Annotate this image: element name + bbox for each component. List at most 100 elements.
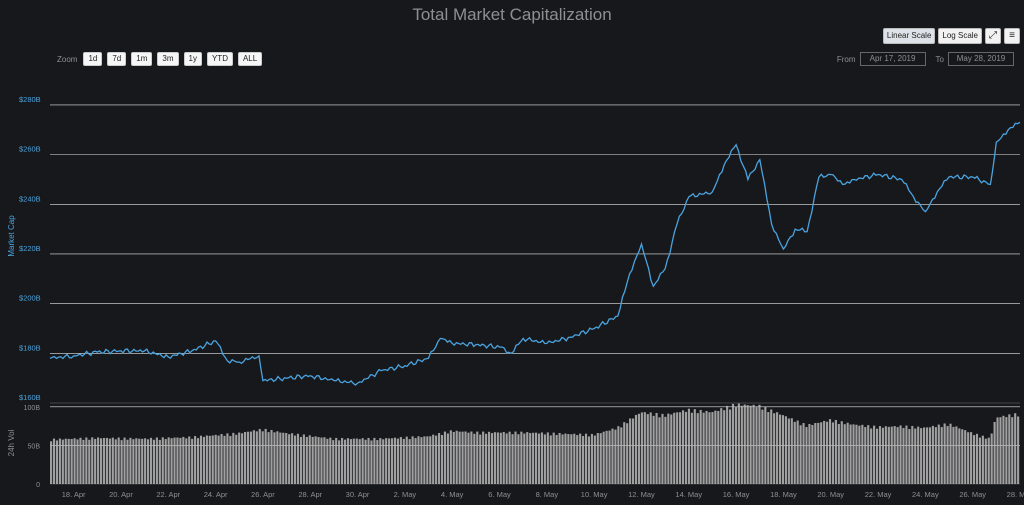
- volume-bar: [302, 434, 305, 484]
- volume-bar: [396, 438, 399, 484]
- volume-bar: [238, 432, 241, 484]
- zoom-3m-button[interactable]: 3m: [157, 52, 179, 66]
- volume-bar: [479, 434, 482, 484]
- volume-bar: [723, 410, 726, 484]
- zoom-1d-button[interactable]: 1d: [83, 52, 103, 66]
- volume-bar: [623, 422, 626, 484]
- volume-bar: [432, 434, 435, 484]
- volume-bar: [564, 433, 567, 484]
- volume-bar: [1008, 414, 1011, 484]
- volume-bar: [681, 410, 685, 484]
- volume-bar: [232, 432, 235, 484]
- volume-bar: [332, 440, 335, 484]
- volume-bar: [679, 412, 682, 484]
- volume-bar: [97, 437, 100, 484]
- volume-bar: [740, 405, 743, 484]
- menu-icon[interactable]: ≡: [1004, 28, 1020, 44]
- volume-bar: [70, 438, 73, 484]
- volume-bar: [667, 413, 670, 484]
- to-date-input[interactable]: May 28, 2019: [948, 52, 1014, 66]
- y-tick-label: $200B: [19, 294, 41, 303]
- volume-bar: [144, 438, 147, 484]
- volume-bar: [776, 412, 779, 484]
- volume-bar: [64, 438, 67, 484]
- volume-bar: [831, 422, 835, 484]
- volume-bar: [76, 439, 79, 484]
- volume-bar: [393, 437, 397, 484]
- volume-bar: [614, 429, 617, 484]
- volume-bar: [790, 418, 793, 484]
- volume-bar: [864, 427, 867, 484]
- x-tick-label: 28. Apr: [298, 490, 322, 499]
- volume-bar: [743, 404, 746, 484]
- volume-bar: [102, 437, 106, 484]
- from-date-input[interactable]: Apr 17, 2019: [859, 52, 926, 66]
- volume-bar: [967, 432, 970, 484]
- volume-bar: [640, 412, 643, 484]
- volume-bar: [605, 430, 608, 484]
- volume-bar: [364, 439, 367, 484]
- volume-bar: [717, 411, 720, 484]
- volume-bar: [590, 433, 593, 484]
- linear-scale-button[interactable]: Linear Scale: [882, 28, 936, 44]
- volume-bar: [108, 438, 111, 484]
- volume-bar: [382, 439, 385, 484]
- x-tick-label: 26. Apr: [251, 490, 275, 499]
- volume-bar: [449, 430, 452, 484]
- volume-bar: [176, 437, 179, 484]
- zoom-ytd-button[interactable]: YTD: [206, 52, 233, 66]
- volume-bar: [152, 439, 156, 484]
- volume-bar: [314, 436, 317, 484]
- volume-bar: [79, 437, 82, 484]
- volume-bar: [296, 433, 300, 484]
- x-tick-label: 14. May: [675, 490, 702, 499]
- volume-bar: [264, 428, 267, 484]
- volume-bar: [720, 408, 723, 484]
- volume-bar: [684, 411, 688, 484]
- volume-bar: [385, 438, 388, 484]
- volume-bar: [726, 405, 729, 484]
- volume-bar: [338, 440, 341, 484]
- volume-bar: [399, 437, 402, 484]
- volume-bar: [617, 426, 620, 484]
- volume-bar: [673, 412, 676, 484]
- volume-bar: [826, 421, 829, 484]
- volume-y-tick-labels: 0 50B 100B: [24, 405, 41, 489]
- volume-bar: [291, 433, 294, 484]
- x-tick-label: 2. May: [394, 490, 417, 499]
- volume-bar: [185, 438, 188, 484]
- volume-bar: [514, 431, 517, 484]
- volume-bar: [952, 426, 955, 484]
- volume-bar: [173, 437, 176, 484]
- zoom-all-button[interactable]: ALL: [237, 52, 263, 66]
- zoom-1y-button[interactable]: 1y: [183, 52, 202, 66]
- volume-bar: [496, 432, 499, 484]
- volume-bar: [50, 441, 53, 484]
- volume-bar: [802, 423, 805, 484]
- volume-bar: [555, 434, 558, 484]
- volume-bar: [890, 426, 893, 484]
- zoom-1m-button[interactable]: 1m: [131, 52, 153, 66]
- volume-bar: [502, 431, 505, 484]
- zoom-7d-button[interactable]: 7d: [107, 52, 127, 66]
- volume-bar: [770, 409, 773, 484]
- volume-bar: [540, 432, 544, 484]
- volume-bar: [194, 436, 197, 484]
- volume-bar: [446, 433, 449, 484]
- volume-bar: [258, 428, 261, 484]
- volume-bar: [414, 438, 417, 484]
- volume-bar: [529, 433, 532, 484]
- volume-bar: [288, 434, 291, 484]
- volume-bar: [352, 438, 355, 484]
- log-scale-button[interactable]: Log Scale: [938, 28, 982, 44]
- volume-bar: [373, 437, 376, 484]
- vol-tick-label: 100B: [24, 405, 41, 412]
- volume-bar: [861, 424, 864, 484]
- volume-bar: [781, 415, 785, 484]
- volume-bar: [596, 433, 599, 484]
- y-tick-label: $260B: [19, 145, 41, 154]
- fullscreen-icon[interactable]: ⤢: [985, 28, 1001, 44]
- volume-bar: [902, 427, 905, 484]
- x-tick-label: 4. May: [441, 490, 464, 499]
- volume-bar: [299, 436, 302, 484]
